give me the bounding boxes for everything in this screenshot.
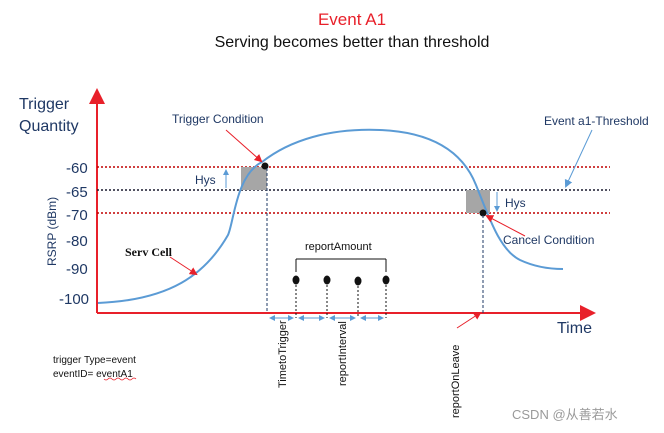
hys-right-label: Hys	[505, 196, 526, 210]
cancel-condition-arrow	[485, 215, 526, 237]
spell-underline	[103, 377, 137, 381]
config-trigger-type: trigger Type=event	[53, 355, 136, 366]
report-marker	[354, 276, 362, 286]
trigger-condition-arrow	[225, 129, 263, 163]
trigger-condition-label: Trigger Condition	[172, 112, 264, 126]
y-axis-label-line2: Quantity	[19, 118, 79, 135]
report-on-leave-arrow	[456, 311, 482, 329]
y-tick-label: -60	[66, 160, 88, 177]
x-axis-label: Time	[557, 320, 592, 337]
y-axis-label-line1: Trigger	[19, 96, 70, 113]
cancel-condition-label: Cancel Condition	[503, 233, 594, 247]
report-marker	[382, 275, 390, 285]
trigger-point	[261, 162, 269, 170]
serv-cell-arrow	[169, 256, 198, 276]
config-event-id: eventID= eventA1	[53, 369, 133, 380]
watermark: CSDN @从善若水	[512, 407, 618, 422]
y-tick-label: -100	[59, 291, 89, 308]
serv-cell-label: Serv Cell	[125, 245, 173, 259]
y-axis-unit-label: RSRP (dBm)	[45, 197, 59, 266]
serv-cell-curve	[97, 128, 564, 304]
report-on-leave-label: reportOnLeave	[450, 345, 462, 418]
report-marker	[292, 275, 300, 285]
event-threshold-label: Event a1-Threshold	[544, 114, 649, 128]
report-marker	[323, 275, 331, 285]
y-tick-label: -70	[66, 207, 88, 224]
event-threshold-arrow	[564, 129, 593, 188]
cancel-point	[479, 209, 487, 217]
report-interval-label: reportInterval	[337, 321, 349, 386]
time-to-trigger-label: TimetoTrigger	[277, 320, 289, 388]
y-tick-label: -80	[66, 233, 88, 250]
hys-left-label: Hys	[195, 173, 216, 187]
diagram-subtitle: Serving becomes better than threshold	[215, 34, 490, 51]
report-amount-label: reportAmount	[305, 241, 372, 253]
y-tick-label: -90	[66, 261, 88, 278]
hys-box-left	[241, 167, 267, 190]
y-tick-label: -65	[66, 184, 88, 201]
diagram-title: Event A1	[318, 10, 386, 29]
